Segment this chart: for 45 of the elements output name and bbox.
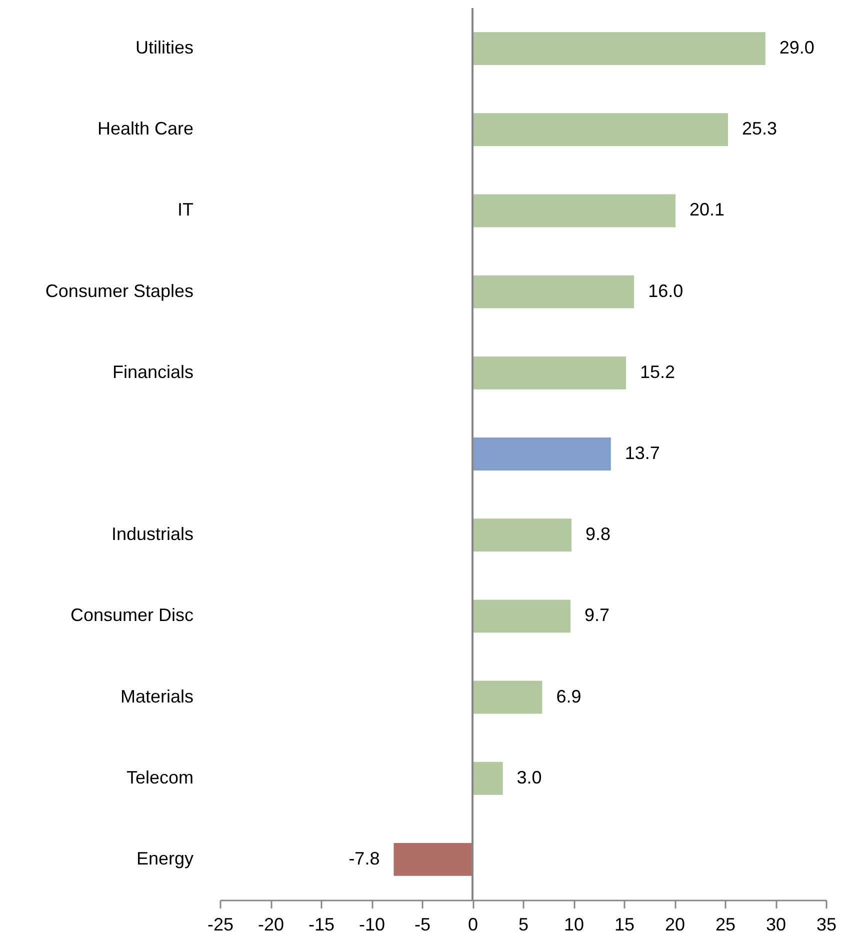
data-label: 13.7 [624,443,660,463]
x-tick-label: -5 [414,914,431,934]
x-tick-label: -10 [358,914,386,934]
x-tick-label: 10 [564,914,584,934]
x-tick-label: 20 [664,914,686,934]
data-label: 6.9 [556,686,582,706]
bar [472,32,766,66]
bar [472,600,570,633]
bar [472,194,676,228]
data-label: 29.0 [779,38,814,58]
data-label: 20.1 [690,200,725,220]
x-tick-label: 25 [715,914,736,934]
bar [472,356,626,390]
y-tick-label: Industrials [111,524,194,544]
bar [394,842,472,876]
x-tick-label: -15 [308,914,335,934]
bar [472,762,503,795]
y-tick-label: IT [178,200,194,220]
x-tick-label: 0 [468,914,478,934]
y-tick-label: Energy [136,848,194,868]
bar [472,518,572,552]
x-tick-label: 15 [614,914,635,934]
bar [472,275,634,308]
x-tick-label: -20 [258,914,284,934]
data-label: 9.8 [585,524,611,544]
data-label: -7.8 [348,848,380,868]
bar [472,113,728,146]
y-tick-label: Consumer Disc [70,605,194,626]
y-tick-label: Telecom [126,767,194,788]
data-label: 9.7 [584,605,610,626]
bar [472,680,542,714]
x-tick-label: 5 [518,914,529,934]
y-tick-label: Financials [112,362,194,382]
x-tick-label: 35 [816,914,837,934]
y-tick-label: Utilities [135,38,194,58]
x-tick-label: 30 [766,914,786,934]
data-label: 3.0 [516,767,542,788]
data-label: 16.0 [648,280,684,301]
data-label: 15.2 [640,362,676,382]
y-tick-label: Health Care [97,118,194,139]
y-tick-label: Materials [120,686,194,706]
bar [472,438,611,470]
x-tick-label: -25 [207,914,234,934]
y-tick-label: Consumer Staples [45,280,194,301]
data-label: 25.3 [742,118,778,139]
